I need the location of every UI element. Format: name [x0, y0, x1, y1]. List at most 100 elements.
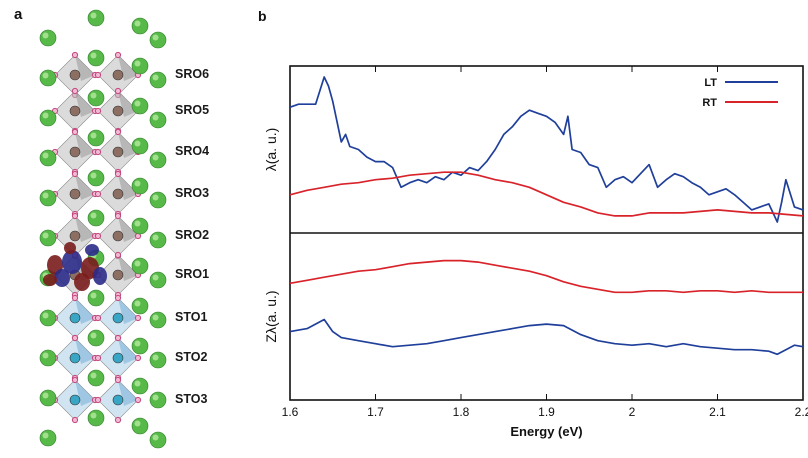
strontium-atom: [131, 257, 149, 275]
strontium-atom-highlight: [152, 354, 159, 361]
strontium-atom-highlight: [134, 180, 141, 187]
strontium-atom-highlight: [42, 112, 49, 119]
strontium-atom: [149, 71, 167, 89]
strontium-atom: [131, 97, 149, 115]
crystal-structure-figure: [39, 9, 167, 449]
strontium-atom: [149, 151, 167, 169]
layer-label-sto1: STO1: [175, 310, 208, 324]
strontium-atom: [149, 271, 167, 289]
strontium-atom-highlight: [42, 72, 49, 79]
oxygen-atom: [71, 212, 79, 220]
titanium-atom: [69, 394, 81, 406]
strontium-atom-highlight: [90, 292, 97, 299]
oxygen-atom: [94, 396, 102, 404]
strontium-atom-highlight: [90, 92, 97, 99]
layer-label-sto2: STO2: [175, 350, 208, 364]
series-line-rt-panel-2: [289, 259, 803, 294]
y-axis-label-2: Zλ(a. u.): [263, 290, 279, 342]
strontium-atom-highlight: [42, 192, 49, 199]
strontium-atom-highlight: [42, 392, 49, 399]
strontium-atom-highlight: [152, 274, 159, 281]
oxygen-atom: [71, 51, 79, 59]
strontium-atom: [131, 177, 149, 195]
oxygen-atom: [71, 128, 79, 136]
titanium-atom: [112, 312, 124, 324]
ruthenium-atom: [112, 230, 124, 242]
layer-label-sro6: SRO6: [175, 67, 210, 81]
ruthenium-atom: [112, 269, 124, 281]
charge-density-lobe: [62, 250, 82, 274]
ruthenium-atom: [69, 69, 81, 81]
ruthenium-atom: [112, 146, 124, 158]
strontium-atom: [87, 9, 105, 27]
oxygen-atom: [94, 148, 102, 156]
strontium-atom-highlight: [90, 52, 97, 59]
series-line-lt-panel-1: [289, 76, 804, 223]
strontium-atom-highlight: [90, 372, 97, 379]
oxygen-atom: [114, 416, 122, 424]
x-axis-label: Energy (eV): [510, 424, 582, 439]
strontium-atom: [39, 189, 57, 207]
strontium-atom: [39, 29, 57, 47]
oxygen-atom: [71, 376, 79, 384]
strontium-atom: [131, 17, 149, 35]
titanium-atom: [112, 394, 124, 406]
charge-density-lobe: [54, 269, 70, 287]
strontium-atom: [39, 389, 57, 407]
oxygen-atom: [71, 170, 79, 178]
charge-density-lobe: [43, 274, 57, 286]
strontium-atom-highlight: [42, 432, 49, 439]
layer-labels: SRO6 SRO5 SRO4 SRO3 SRO2 SRO1 STO1 STO2 STO3: [0, 0, 250, 458]
x-tick-label: 2.2: [795, 405, 808, 419]
oxygen-atom: [71, 334, 79, 342]
strontium-atom: [131, 217, 149, 235]
titanium-atom: [112, 352, 124, 364]
strontium-atom: [149, 231, 167, 249]
charge-density-lobe: [85, 244, 99, 256]
strontium-atom: [131, 377, 149, 395]
charge-density-lobe: [93, 267, 107, 285]
strontium-atom-highlight: [152, 394, 159, 401]
oxygen-atom: [94, 71, 102, 79]
oxygen-atom: [134, 314, 142, 322]
strontium-atom-highlight: [42, 152, 49, 159]
ruthenium-atom: [112, 188, 124, 200]
oxygen-atom: [114, 170, 122, 178]
legend-label-rt: RT: [702, 97, 717, 109]
strontium-atom-highlight: [42, 312, 49, 319]
ruthenium-atom: [69, 230, 81, 242]
strontium-atom-highlight: [42, 352, 49, 359]
strontium-atom-highlight: [152, 194, 159, 201]
oxygen-atom: [71, 87, 79, 95]
strontium-atom-highlight: [152, 114, 159, 121]
strontium-atom: [149, 111, 167, 129]
strontium-atom-highlight: [134, 380, 141, 387]
titanium-atom: [69, 312, 81, 324]
legend-label-lt: LT: [704, 77, 717, 89]
panel-b-label: b: [258, 8, 267, 24]
layer-label-sto3: STO3: [175, 392, 208, 406]
x-tick-label: 2: [629, 405, 636, 419]
strontium-atom: [131, 57, 149, 75]
ruthenium-atom: [112, 69, 124, 81]
strontium-atom: [87, 169, 105, 187]
strontium-atom-highlight: [90, 12, 97, 19]
ruthenium-atom: [69, 105, 81, 117]
titanium-atom: [69, 352, 81, 364]
oxygen-atom: [114, 376, 122, 384]
strontium-atom-highlight: [134, 340, 141, 347]
oxygen-atom: [71, 294, 79, 302]
strontium-atom: [39, 69, 57, 87]
layer-label-sro4: SRO4: [175, 144, 210, 158]
strontium-atom: [149, 191, 167, 209]
strontium-atom: [39, 149, 57, 167]
oxygen-atom: [94, 232, 102, 240]
charge-density-lobe: [64, 242, 76, 254]
oxygen-atom: [114, 128, 122, 136]
strontium-atom-highlight: [134, 100, 141, 107]
strontium-atom-highlight: [134, 220, 141, 227]
x-tick-label: 1.6: [282, 405, 299, 419]
strontium-atom-highlight: [134, 60, 141, 67]
layer-label-sro1: SRO1: [175, 267, 210, 281]
